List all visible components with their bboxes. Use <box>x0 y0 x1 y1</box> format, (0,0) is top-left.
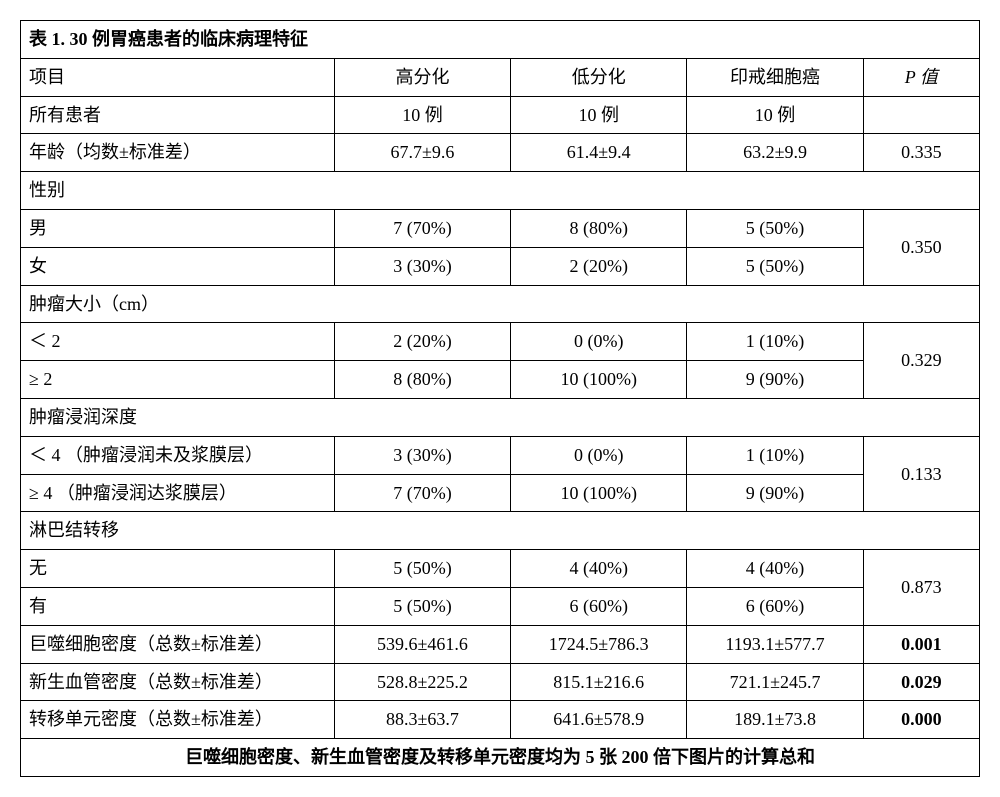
col-header-c3: 印戒细胞癌 <box>687 58 863 96</box>
row-all-patients: 所有患者 10 例 10 例 10 例 <box>21 96 980 134</box>
vessel-p: 0.029 <box>863 663 979 701</box>
depth-header: 肿瘤浸润深度 <box>21 398 980 436</box>
depth-lt4-c1: 3 (30%) <box>334 436 510 474</box>
table-header-row: 项目 高分化 低分化 印戒细胞癌 P 值 <box>21 58 980 96</box>
all-patients-p <box>863 96 979 134</box>
row-lymph-header: 淋巴结转移 <box>21 512 980 550</box>
size-lt2-label: ＜ 2 <box>21 323 335 361</box>
row-depth-lt4: ＜ 4 （肿瘤浸润未及浆膜层） 3 (30%) 0 (0%) 1 (10%) 0… <box>21 436 980 474</box>
all-patients-c2: 10 例 <box>511 96 687 134</box>
age-p: 0.335 <box>863 134 979 172</box>
size-p: 0.329 <box>863 323 979 399</box>
lymph-header: 淋巴结转移 <box>21 512 980 550</box>
depth-lt4-c2: 0 (0%) <box>511 436 687 474</box>
row-gender-header: 性别 <box>21 172 980 210</box>
lymph-yes-c3: 6 (60%) <box>687 587 863 625</box>
lymph-yes-c2: 6 (60%) <box>511 587 687 625</box>
lymph-no-label: 无 <box>21 550 335 588</box>
table-title-row: 表 1. 30 例胃癌患者的临床病理特征 <box>21 21 980 59</box>
male-label: 男 <box>21 209 335 247</box>
age-c1: 67.7±9.6 <box>334 134 510 172</box>
female-c2: 2 (20%) <box>511 247 687 285</box>
age-label: 年龄（均数±标准差） <box>21 134 335 172</box>
row-macrophage: 巨噬细胞密度（总数±标准差） 539.6±461.6 1724.5±786.3 … <box>21 625 980 663</box>
table-footer-row: 巨噬细胞密度、新生血管密度及转移单元密度均为 5 张 200 倍下图片的计算总和 <box>21 739 980 777</box>
all-patients-label: 所有患者 <box>21 96 335 134</box>
lymph-no-c1: 5 (50%) <box>334 550 510 588</box>
gender-p: 0.350 <box>863 209 979 285</box>
col-header-c1: 高分化 <box>334 58 510 96</box>
transfer-c1: 88.3±63.7 <box>334 701 510 739</box>
macrophage-c3: 1193.1±577.7 <box>687 625 863 663</box>
female-c1: 3 (30%) <box>334 247 510 285</box>
size-ge2-c2: 10 (100%) <box>511 361 687 399</box>
row-size-lt2: ＜ 2 2 (20%) 0 (0%) 1 (10%) 0.329 <box>21 323 980 361</box>
depth-lt4-label: ＜ 4 （肿瘤浸润未及浆膜层） <box>21 436 335 474</box>
male-c1: 7 (70%) <box>334 209 510 247</box>
row-transfer: 转移单元密度（总数±标准差） 88.3±63.7 641.6±578.9 189… <box>21 701 980 739</box>
macrophage-label: 巨噬细胞密度（总数±标准差） <box>21 625 335 663</box>
all-patients-c1: 10 例 <box>334 96 510 134</box>
gender-header: 性别 <box>21 172 980 210</box>
depth-ge4-c3: 9 (90%) <box>687 474 863 512</box>
row-gender-male: 男 7 (70%) 8 (80%) 5 (50%) 0.350 <box>21 209 980 247</box>
col-header-item: 项目 <box>21 58 335 96</box>
transfer-c2: 641.6±578.9 <box>511 701 687 739</box>
table-footer: 巨噬细胞密度、新生血管密度及转移单元密度均为 5 张 200 倍下图片的计算总和 <box>21 739 980 777</box>
vessel-label: 新生血管密度（总数±标准差） <box>21 663 335 701</box>
female-c3: 5 (50%) <box>687 247 863 285</box>
age-c2: 61.4±9.4 <box>511 134 687 172</box>
row-depth-header: 肿瘤浸润深度 <box>21 398 980 436</box>
transfer-c3: 189.1±73.8 <box>687 701 863 739</box>
row-depth-ge4: ≥ 4 （肿瘤浸润达浆膜层） 7 (70%) 10 (100%) 9 (90%) <box>21 474 980 512</box>
row-age: 年龄（均数±标准差） 67.7±9.6 61.4±9.4 63.2±9.9 0.… <box>21 134 980 172</box>
female-label: 女 <box>21 247 335 285</box>
row-lymph-yes: 有 5 (50%) 6 (60%) 6 (60%) <box>21 587 980 625</box>
macrophage-c1: 539.6±461.6 <box>334 625 510 663</box>
size-header: 肿瘤大小（cm） <box>21 285 980 323</box>
macrophage-c2: 1724.5±786.3 <box>511 625 687 663</box>
transfer-p: 0.000 <box>863 701 979 739</box>
table-title: 表 1. 30 例胃癌患者的临床病理特征 <box>21 21 980 59</box>
size-ge2-c3: 9 (90%) <box>687 361 863 399</box>
depth-p: 0.133 <box>863 436 979 512</box>
all-patients-c3: 10 例 <box>687 96 863 134</box>
col-header-p: P 值 <box>863 58 979 96</box>
size-lt2-c1: 2 (20%) <box>334 323 510 361</box>
size-lt2-c3: 1 (10%) <box>687 323 863 361</box>
size-lt2-c2: 0 (0%) <box>511 323 687 361</box>
clinical-pathology-table: 表 1. 30 例胃癌患者的临床病理特征 项目 高分化 低分化 印戒细胞癌 P … <box>20 20 980 777</box>
size-ge2-label: ≥ 2 <box>21 361 335 399</box>
row-lymph-no: 无 5 (50%) 4 (40%) 4 (40%) 0.873 <box>21 550 980 588</box>
age-c3: 63.2±9.9 <box>687 134 863 172</box>
macrophage-p: 0.001 <box>863 625 979 663</box>
lymph-no-c2: 4 (40%) <box>511 550 687 588</box>
lymph-p: 0.873 <box>863 550 979 626</box>
row-gender-female: 女 3 (30%) 2 (20%) 5 (50%) <box>21 247 980 285</box>
male-c3: 5 (50%) <box>687 209 863 247</box>
size-ge2-c1: 8 (80%) <box>334 361 510 399</box>
depth-ge4-c2: 10 (100%) <box>511 474 687 512</box>
transfer-label: 转移单元密度（总数±标准差） <box>21 701 335 739</box>
depth-ge4-c1: 7 (70%) <box>334 474 510 512</box>
depth-lt4-c3: 1 (10%) <box>687 436 863 474</box>
vessel-c3: 721.1±245.7 <box>687 663 863 701</box>
lymph-yes-label: 有 <box>21 587 335 625</box>
lymph-no-c3: 4 (40%) <box>687 550 863 588</box>
row-vessel: 新生血管密度（总数±标准差） 528.8±225.2 815.1±216.6 7… <box>21 663 980 701</box>
depth-ge4-label: ≥ 4 （肿瘤浸润达浆膜层） <box>21 474 335 512</box>
lymph-yes-c1: 5 (50%) <box>334 587 510 625</box>
row-size-ge2: ≥ 2 8 (80%) 10 (100%) 9 (90%) <box>21 361 980 399</box>
male-c2: 8 (80%) <box>511 209 687 247</box>
vessel-c1: 528.8±225.2 <box>334 663 510 701</box>
row-size-header: 肿瘤大小（cm） <box>21 285 980 323</box>
vessel-c2: 815.1±216.6 <box>511 663 687 701</box>
col-header-c2: 低分化 <box>511 58 687 96</box>
